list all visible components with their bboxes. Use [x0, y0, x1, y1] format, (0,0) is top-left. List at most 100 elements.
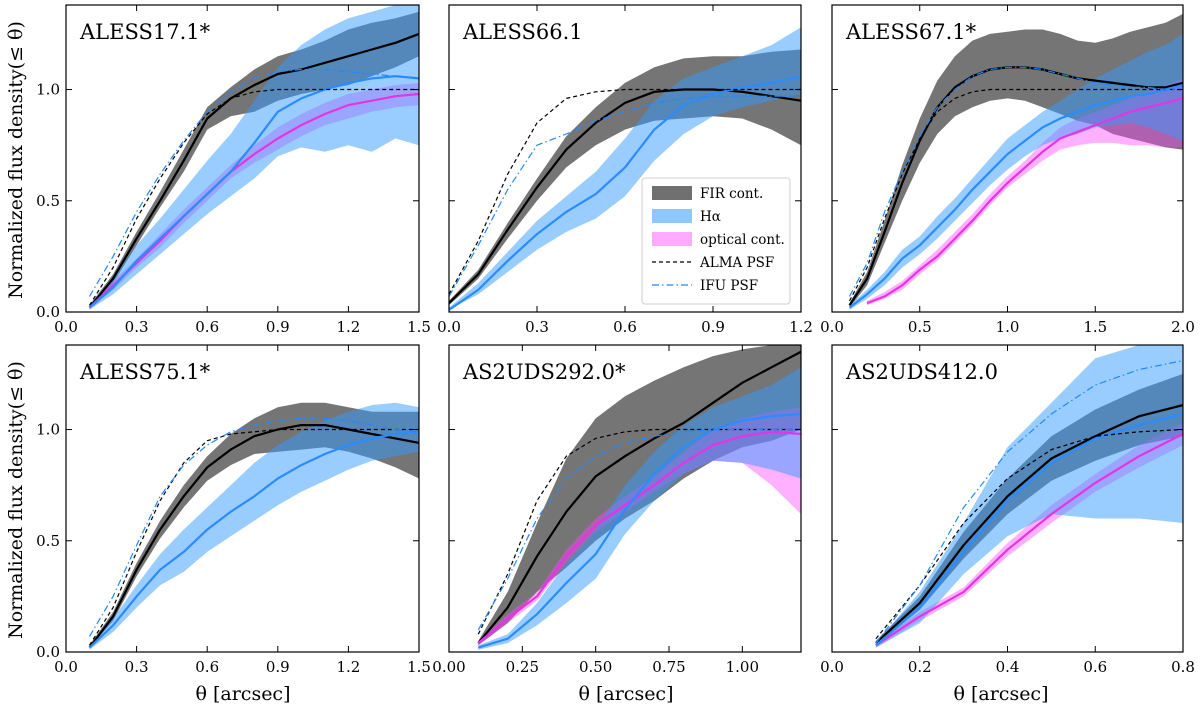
panel-1-title: ALESS17.1*	[79, 20, 211, 44]
legend-swatch-ha	[652, 209, 692, 223]
panel-6-optical-line	[875, 433, 1183, 647]
legend-label-alma: ALMA PSF	[699, 255, 774, 271]
panel-1-ytick-label: 0.5	[36, 192, 60, 210]
panel-2-fir-line	[449, 88, 801, 304]
panel-2-xtick-label: 1.2	[789, 318, 813, 336]
panel-5-xtick-label: 0.75	[652, 658, 685, 676]
panel-5-xtick-label: 0.25	[506, 658, 539, 676]
xlabel-left: θ [arcsec]	[196, 683, 291, 705]
panel-5-ha-line	[477, 412, 801, 649]
panel-6-xtick-label: 0.4	[996, 658, 1020, 676]
panel-3-optical-line	[866, 97, 1183, 305]
panel-1-xtick-label: 0.0	[54, 318, 78, 336]
panel-1-ytick-label: 0.0	[36, 303, 60, 321]
panel-2-xtick-label: 0.0	[437, 318, 461, 336]
panel-6: 0.0 0.2 0.4 0.6 0.8 AS2UDS412.0	[820, 344, 1195, 676]
panel-3-ha-band	[849, 33, 1183, 310]
panel-1-frame	[65, 4, 420, 313]
panel-1-xtick-label: 0.9	[266, 318, 290, 336]
legend-label-ifu: IFU PSF	[700, 278, 758, 294]
panel-6-alma-psf-line	[875, 428, 1183, 640]
panel-3-xtick-label: 0.5	[908, 318, 932, 336]
panel-1-ytick-label: 1.0	[36, 81, 60, 99]
panels-layer: 0.0 0.3 0.6 0.9 1.2 1.5 0.0 0.5 1.0 ALESS17.1* 0.0…	[36, 4, 1195, 676]
panel-6-ha-band	[875, 345, 1183, 648]
panel-6-xtick-label: 0.8	[1171, 658, 1195, 676]
panel-2-xtick-label: 0.3	[525, 318, 549, 336]
panel-4-ytick-label: 1.0	[36, 421, 60, 439]
legend-label-fir: FIR cont.	[700, 186, 763, 202]
panel-6-title: AS2UDS412.0	[845, 360, 998, 384]
panel-4-xtick-label: 0.0	[54, 658, 78, 676]
panel-5-optical-line	[477, 430, 801, 644]
panel-5-xtick-label: 0.00	[432, 658, 465, 676]
panel-1-xtick-label: 1.2	[336, 318, 360, 336]
panel-3-xtick-label: 0.0	[820, 318, 844, 336]
panel-1-xtick-label: 0.6	[195, 318, 219, 336]
panel-3-title: ALESS67.1*	[845, 20, 977, 44]
ylabel-top: Normalized flux density(≤ θ)	[5, 21, 27, 299]
panel-6-ha-line	[875, 412, 1183, 647]
panel-5-xtick-label: 1.00	[726, 658, 759, 676]
panel-4-plot-area	[88, 402, 419, 650]
panel-5-xtick-label: 0.50	[579, 658, 612, 676]
legend: FIR cont. Hα optical cont. ALMA PSF IFU …	[641, 177, 791, 305]
panel-5-frame	[448, 344, 802, 653]
panel-4-title: ALESS75.1*	[79, 360, 211, 384]
panel-2-xtick-label: 0.9	[701, 318, 725, 336]
ylabel-bottom: Normalized flux density(≤ θ)	[5, 361, 27, 639]
panel-2-ifu-psf-line	[449, 95, 801, 297]
legend-label-optical: optical cont.	[700, 232, 785, 248]
panel-2-ha-line	[449, 75, 801, 311]
panel-3-plot-area	[848, 13, 1183, 310]
panel-6-xtick-label: 0.6	[1083, 658, 1107, 676]
panel-4-xtick-label: 0.3	[125, 658, 149, 676]
panel-1-optical-line	[88, 92, 419, 309]
panel-3: 0.0 0.5 1.0 1.5 2.0 ALESS67.1*	[820, 4, 1195, 336]
panel-3-alma-psf-line	[848, 88, 1183, 302]
panel-2: 0.0 0.3 0.6 0.9 1.2 ALESS66.1	[437, 4, 813, 336]
panel-3-xtick-label: 2.0	[1171, 318, 1195, 336]
panel-6-xtick-label: 0.0	[820, 658, 844, 676]
panel-3-xtick-label: 1.0	[996, 318, 1020, 336]
panel-4-xtick-label: 1.2	[336, 658, 360, 676]
panel-1-ifu-psf-line	[88, 68, 419, 297]
panel-4-frame	[65, 344, 420, 653]
panel-4-xtick-label: 0.9	[266, 658, 290, 676]
panel-1-xtick-label: 1.5	[407, 318, 431, 336]
panel-2-xtick-label: 0.6	[613, 318, 637, 336]
panel-4-ha-line	[88, 430, 419, 649]
legend-swatch-optical	[652, 232, 692, 246]
panel-1-ha-band	[89, 5, 419, 310]
legend-swatch-fir	[652, 186, 692, 200]
panel-4-ytick-label: 0.0	[36, 643, 60, 661]
panel-5-ifu-psf-line	[477, 428, 801, 631]
panel-4-ytick-label: 0.5	[36, 532, 60, 550]
panel-5-fir-line	[477, 350, 801, 644]
panel-1-alma-psf-line	[88, 88, 419, 306]
panel-4: 0.0 0.3 0.6 0.9 1.2 1.5 0.0 0.5 1.0 ALESS75.1*	[36, 344, 431, 676]
panel-6-xtick-label: 0.2	[908, 658, 932, 676]
panel-4-ifu-psf-line	[88, 417, 419, 637]
panel-1-plot-area	[88, 5, 419, 310]
panel-3-ifu-psf-line	[848, 66, 1183, 297]
xlabel-middle: θ [arcsec]	[579, 683, 674, 705]
panel-3-ha-line	[848, 84, 1183, 309]
panel-5-plot-area	[477, 345, 801, 650]
panel-6-ifu-psf-line	[875, 360, 1183, 644]
xlabel-right: θ [arcsec]	[954, 683, 1049, 705]
panel-6-fir-line	[875, 404, 1183, 644]
panel-5: 0.00 0.25 0.50 0.75 1.00 AS2UDS292.0*	[432, 344, 802, 676]
panel-1-ha-line	[88, 75, 419, 309]
panel-3-xtick-label: 1.5	[1083, 318, 1107, 336]
panel-4-xtick-label: 1.5	[407, 658, 431, 676]
panel-4-alma-psf-line	[88, 428, 419, 646]
panel-2-plot-area	[449, 27, 801, 311]
panel-2-title: ALESS66.1	[462, 20, 583, 44]
panel-5-ha-band	[478, 367, 801, 650]
panel-2-alma-psf-line	[449, 88, 801, 295]
legend-label-ha: Hα	[700, 209, 721, 225]
panel-4-xtick-label: 0.6	[195, 658, 219, 676]
panel-4-fir-line	[88, 424, 419, 649]
